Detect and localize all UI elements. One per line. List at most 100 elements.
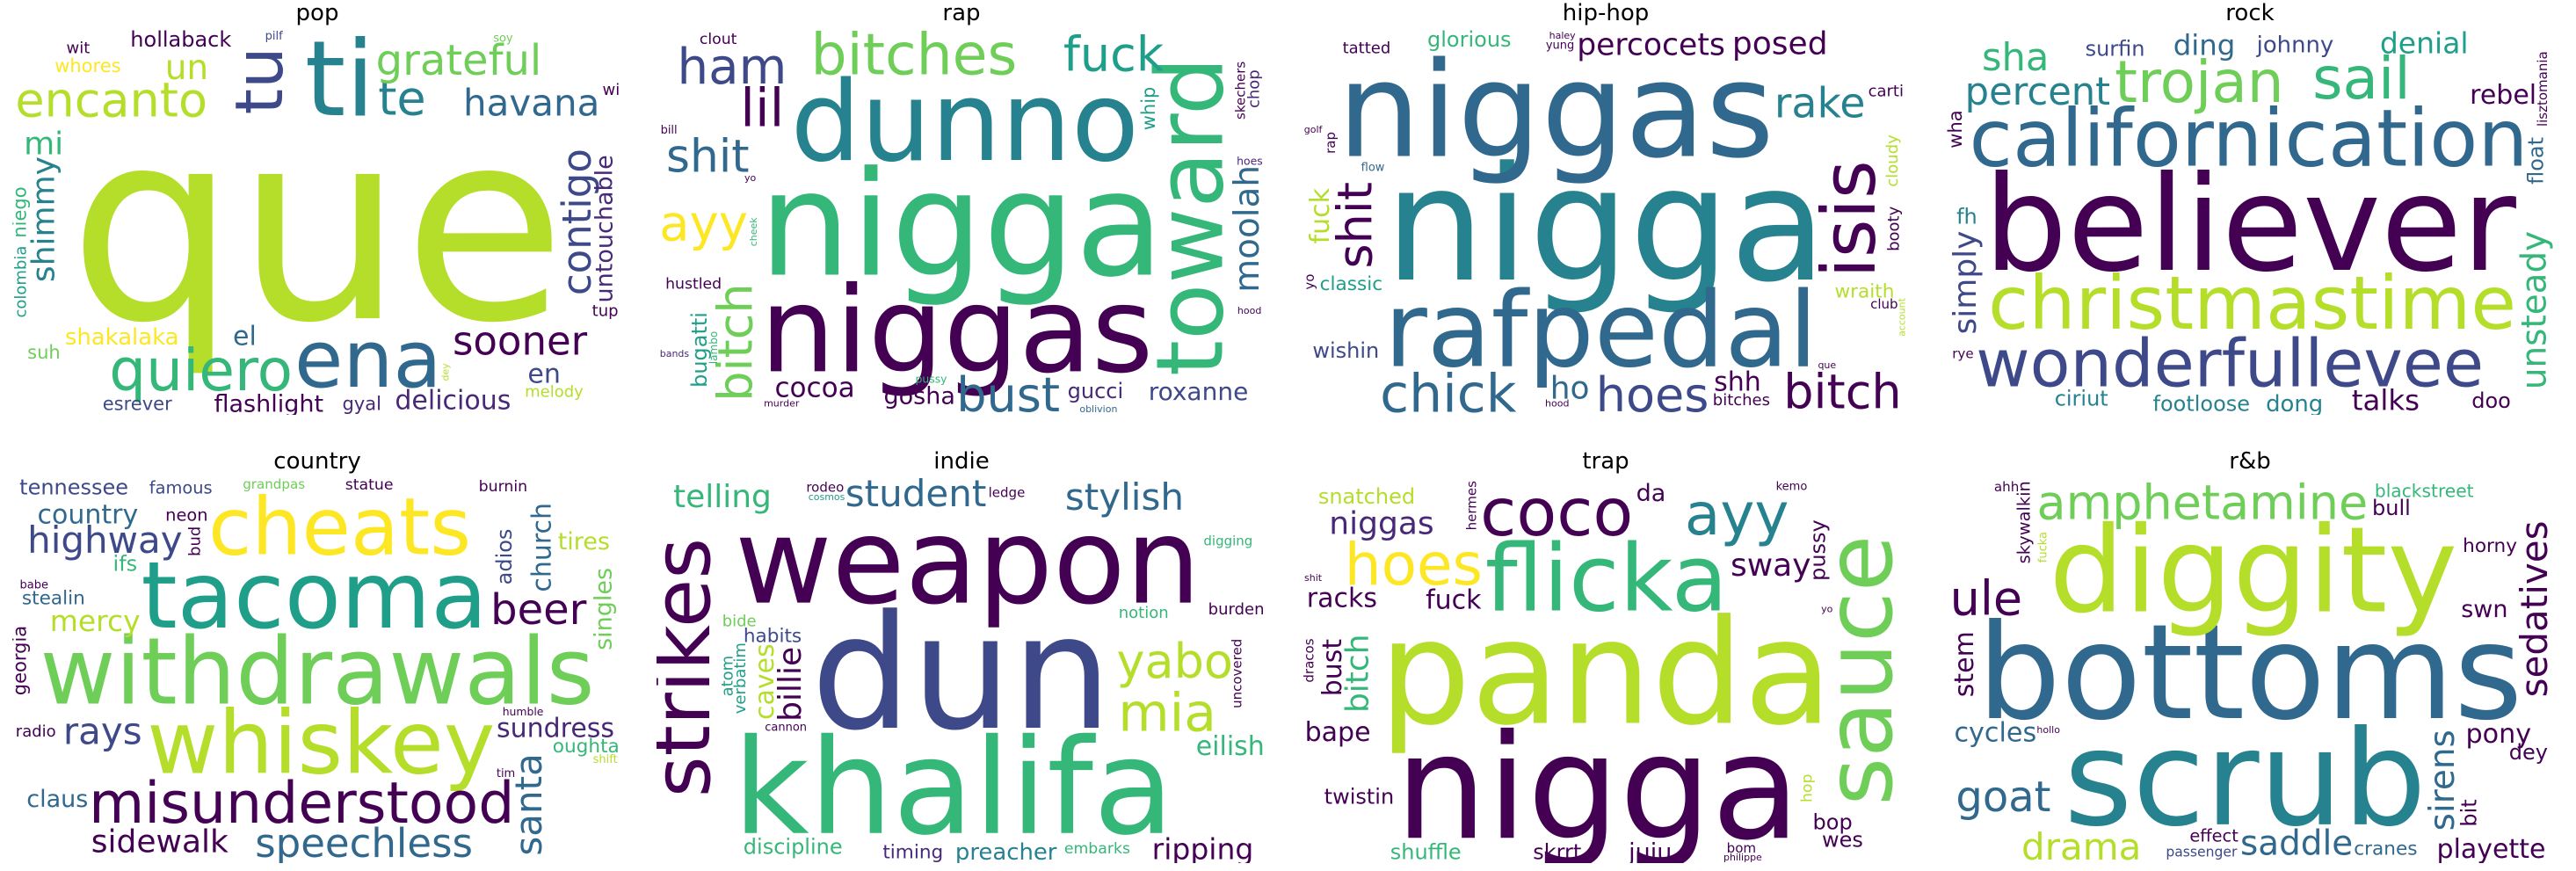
wordcloud-panel-rap: rap nigga niggas dunno toward bitches ham ayy b… <box>644 0 1279 417</box>
wordcloud-word: footloose <box>2153 391 2251 415</box>
wordcloud-word: bitch <box>1339 634 1375 713</box>
wordcloud-word: statue <box>345 476 394 494</box>
wordcloud-word: te <box>378 70 425 126</box>
wordcloud-word: bit <box>2456 799 2481 826</box>
wordcloud-word: wraith <box>1834 281 1894 303</box>
wordcloud-word: weapon <box>735 493 1201 631</box>
wordcloud-word: humble <box>503 705 544 718</box>
wordcloud-word: shimmy <box>26 156 62 282</box>
wordcloud-word: whip <box>1138 87 1159 131</box>
wordcloud-word: ule <box>1950 571 2022 627</box>
wordcloud-word: eilish <box>1196 731 1265 762</box>
wordcloud-word: goat <box>1956 773 2050 822</box>
wordcloud-word: caves <box>750 643 780 720</box>
wordcloud-word: pilf <box>265 30 283 43</box>
wordcloud-word: sha <box>1982 36 2049 80</box>
wordcloud-word: que <box>69 74 565 381</box>
wordcloud-word: cloudy <box>1883 134 1902 187</box>
wordcloud-word: percocets <box>1577 28 1725 63</box>
wordcloud-word: shh <box>1714 367 1761 398</box>
wordcloud-word: cycles <box>1954 717 2036 748</box>
wordcloud-word: johnny <box>2256 32 2334 58</box>
wordcloud-word: ahh <box>1994 479 2019 495</box>
wordcloud-word: colombia <box>12 246 31 318</box>
wordcloud-word: skechers <box>1232 62 1248 120</box>
wordcloud-word: rafpedal <box>1384 270 1818 391</box>
wordcloud-word: preacher <box>955 839 1057 863</box>
wordcloud-word: radio <box>16 722 56 741</box>
wordcloud-word: percent <box>1965 70 2110 114</box>
wordcloud-word: wit <box>67 40 91 58</box>
wordcloud-word: fuck <box>1305 187 1336 243</box>
wordcloud-word: encanto <box>15 72 207 127</box>
wordcloud-word: adios <box>492 529 517 585</box>
wordcloud-word: ayy <box>659 196 748 253</box>
wordcloud-word: coco <box>1480 476 1633 551</box>
wordcloud-word: classic <box>1320 273 1382 295</box>
panel-title: country <box>273 448 361 475</box>
wordcloud-word: uncovered <box>1229 639 1244 708</box>
wordcloud-word: santa <box>507 753 550 855</box>
wordcloud-word: burden <box>1208 600 1265 619</box>
wordcloud-word: denial <box>2380 28 2469 60</box>
wordcloud-word: whiskey <box>147 693 495 795</box>
wordcloud-word: tires <box>558 528 610 555</box>
wordcloud-word: bitch <box>708 283 764 401</box>
wordcloud-word: yo <box>1302 274 1317 290</box>
wordcloud-word: oughta <box>553 736 620 758</box>
wordcloud-word: hood <box>1237 305 1261 316</box>
wordcloud-word: rake <box>1774 79 1866 127</box>
wordcloud-word: chop <box>1245 69 1264 108</box>
wordcloud-word: que <box>1818 359 1836 371</box>
wordcloud-word: cranes <box>2354 838 2417 860</box>
wordcloud-word: burnin <box>479 478 527 496</box>
wordcloud-word: playette <box>2437 834 2546 863</box>
wordcloud-word: stylish <box>1065 476 1184 519</box>
wordcloud-word: sooner <box>453 317 588 364</box>
wordcloud-word: shakalaka <box>65 324 179 351</box>
wordcloud-word: skywalkin <box>2014 481 2035 563</box>
wordcloud-word: beer <box>490 585 587 635</box>
wordcloud-word: ripping <box>1152 831 1254 863</box>
wordcloud-word: contigo <box>554 149 600 295</box>
wordcloud-word: snatched <box>1318 484 1415 509</box>
wordcloud-word: dey <box>2509 740 2548 765</box>
wordcloud-panel-hip-hop: hip-hop nigga rafpedal niggas isis hoes rake c… <box>1288 0 1923 417</box>
wordcloud-word: tu <box>221 47 298 114</box>
wordcloud-word: bud <box>185 526 204 556</box>
wordcloud-word: dey <box>440 363 452 381</box>
wordcloud-word: amphetamine <box>2037 476 2369 531</box>
wordcloud-word: flow <box>1361 162 1385 175</box>
wordcloud-word: nigga <box>1395 703 1800 863</box>
wordcloud-word: sauce <box>1806 535 1911 806</box>
wordcloud-word: niggas <box>760 261 1154 399</box>
wordcloud-word: simply <box>1948 231 1984 335</box>
wordcloud-word: shit <box>1304 572 1323 584</box>
wordcloud-word: twistin <box>1324 784 1395 809</box>
wordcloud-word: mi <box>24 127 63 163</box>
wordcloud-word: notion <box>1119 604 1169 622</box>
wordcloud-word: yabo <box>1117 634 1233 689</box>
wordcloud-word: fh <box>1956 205 1977 229</box>
wordcloud-word: georgia <box>12 626 31 695</box>
wordcloud-word: student <box>845 476 987 515</box>
panel-title: indie <box>933 448 990 475</box>
wordcloud-word: niego <box>12 186 31 237</box>
wordcloud-word: pussy <box>916 372 947 385</box>
wordcloud-word: speechless <box>255 820 473 863</box>
wordcloud-word: cannon <box>765 722 807 735</box>
wordcloud-word: timing <box>882 842 943 863</box>
wordcloud-word: haley <box>1549 30 1577 41</box>
wordcloud-word: bust <box>1317 639 1348 697</box>
wordcloud-word: neon <box>165 505 207 526</box>
wordcloud-word: ham <box>678 39 787 96</box>
wordcloud-word: passenger <box>2166 844 2238 860</box>
wordcloud-word: church <box>526 503 557 592</box>
wordcloud-word: bom <box>1727 840 1757 856</box>
wordcloud-word: nigga <box>1385 134 1827 317</box>
wordcloud-word: posed <box>1732 28 1828 62</box>
wordcloud-word: cosmos <box>809 491 845 503</box>
wordcloud-word: kemo <box>1776 480 1808 493</box>
